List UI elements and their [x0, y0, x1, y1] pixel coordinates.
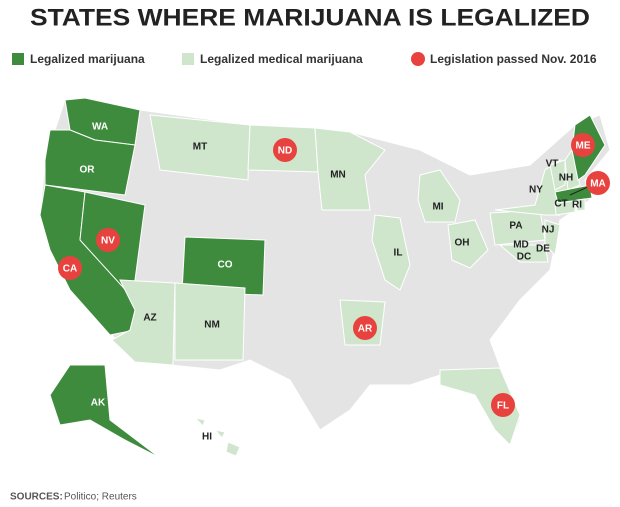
state-shape	[554, 200, 576, 216]
state-marker	[586, 171, 610, 195]
state-shape	[44, 129, 136, 196]
state-shape	[498, 244, 549, 263]
state-label: NM	[204, 320, 220, 331]
state-shape	[447, 219, 489, 269]
state-shape	[549, 159, 566, 191]
state-label: VT	[546, 159, 559, 170]
state-shape	[439, 367, 521, 446]
state-label: FL	[497, 401, 509, 412]
legend-label: Legalized medical marijuana	[200, 52, 363, 66]
state-label: MA	[590, 179, 606, 190]
state-marker	[491, 393, 515, 417]
state-shape	[564, 148, 581, 191]
legend-swatch	[182, 53, 194, 65]
state-shape	[213, 429, 226, 439]
state-label: MN	[330, 170, 346, 181]
state-label: DE	[536, 244, 550, 255]
state-marker	[353, 316, 377, 340]
state-shape	[314, 127, 386, 211]
state-label: MT	[193, 142, 207, 153]
state-label: CO	[218, 260, 233, 271]
legend: Legalized marijuana Legalized medical mar…	[12, 52, 597, 66]
state-marker	[571, 133, 595, 157]
state-label: OH	[455, 238, 470, 249]
state-label: AZ	[143, 313, 156, 324]
state-label: RI	[572, 200, 582, 211]
state-marker	[273, 138, 297, 162]
source-text: Politico; Reuters	[64, 492, 137, 503]
legend-marker	[411, 52, 425, 66]
state-shape	[174, 282, 246, 361]
legend-label: Legalized marijuana	[30, 52, 145, 66]
state-shape	[576, 198, 586, 212]
state-label: NH	[559, 173, 573, 184]
state-shape	[417, 169, 461, 223]
state-label: CA	[63, 264, 77, 275]
state-label: IL	[394, 248, 403, 259]
state-shape	[193, 417, 206, 427]
state-label: ME	[576, 141, 591, 152]
state-label: MI	[432, 202, 443, 213]
state-label: NV	[101, 236, 115, 247]
state-label: PA	[509, 221, 522, 232]
state-label: AK	[91, 398, 106, 409]
state-label: CT	[554, 199, 567, 210]
state-label: HI	[202, 432, 212, 443]
state-label: DC	[517, 252, 531, 263]
state-label: MD	[513, 240, 529, 251]
state-marker	[58, 256, 82, 280]
state-marker	[96, 228, 120, 252]
state-label: OR	[80, 165, 96, 176]
title: STATES WHERE MARIJUANA IS LEGALIZED	[30, 4, 590, 31]
state-shape	[371, 214, 411, 291]
state-label: NJ	[542, 225, 555, 236]
state-label: AR	[358, 324, 373, 335]
leader-line	[569, 185, 591, 196]
legend-swatch	[12, 53, 24, 65]
source-label: SOURCES:	[10, 492, 63, 503]
state-label: WA	[92, 122, 108, 133]
legend-label: Legislation passed Nov. 2016	[430, 52, 597, 66]
state-shape	[149, 114, 251, 181]
states: WA OR CA NV MT ND MN CO AZ NM AR IL MI OH PA NY NJ MD DE DC…	[39, 97, 610, 459]
state-shape	[181, 236, 266, 296]
state-shape	[225, 441, 241, 457]
state-shape	[49, 364, 161, 459]
state-label: NY	[529, 185, 543, 196]
state-label: ND	[278, 146, 292, 157]
state-shape	[544, 219, 561, 257]
